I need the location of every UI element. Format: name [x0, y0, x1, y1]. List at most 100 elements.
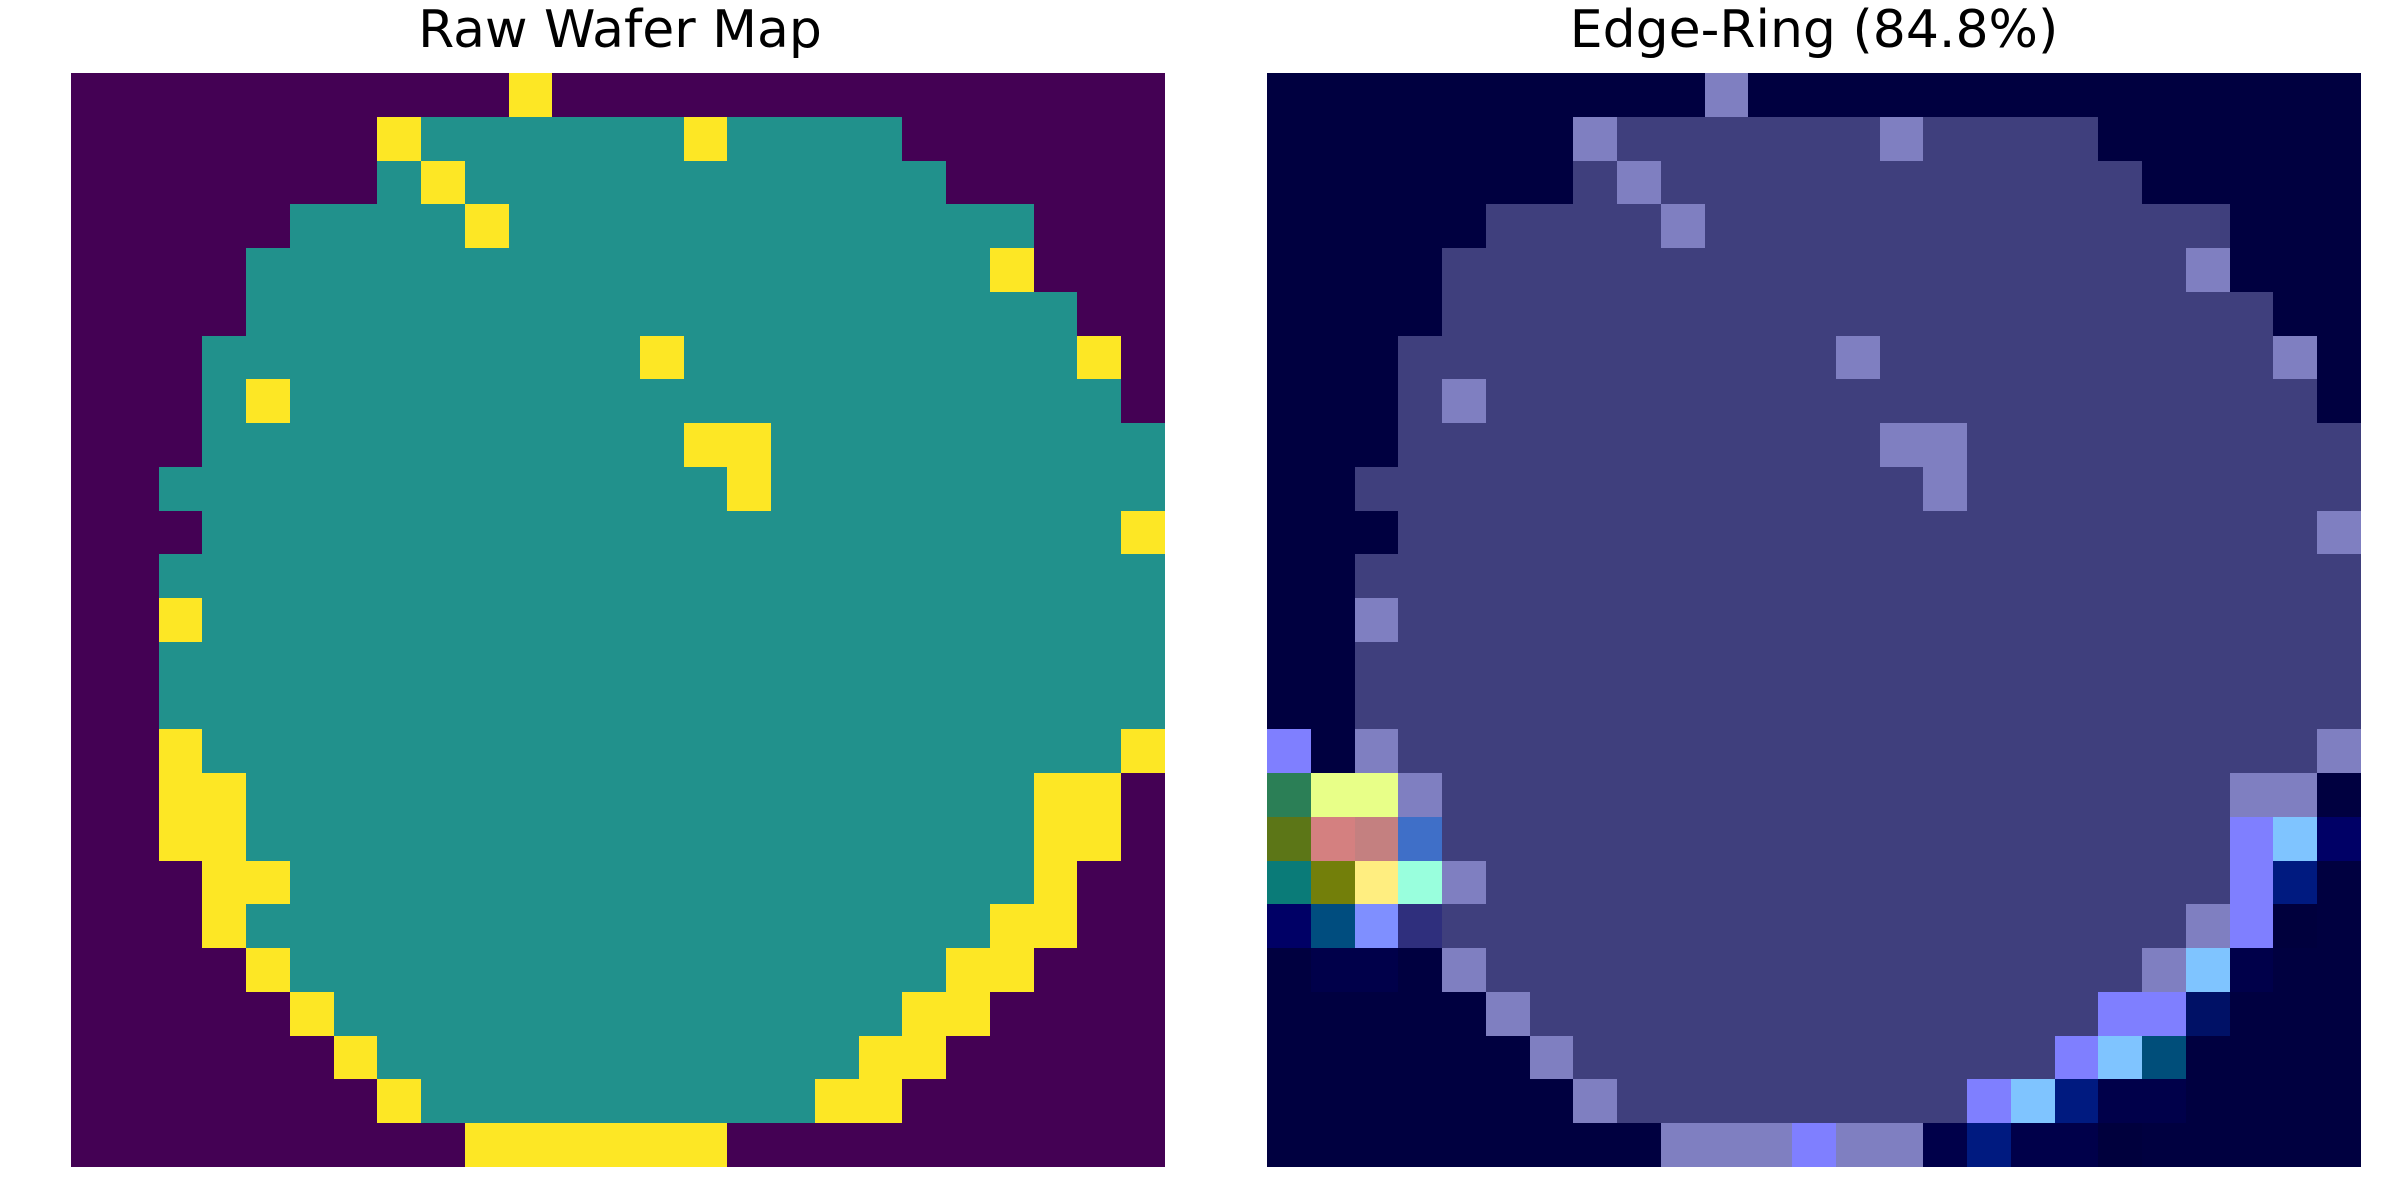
heatmap-cell [990, 1079, 1034, 1123]
heatmap-cell [596, 1079, 640, 1123]
heatmap-cell [946, 511, 990, 554]
heatmap-cell [421, 1079, 465, 1123]
heatmap-cell [727, 992, 771, 1036]
heatmap-cell [1034, 161, 1077, 204]
heatmap-cell [1617, 773, 1661, 817]
heatmap-cell [946, 1079, 990, 1123]
heatmap-cell [2098, 948, 2142, 992]
heatmap-cell [246, 904, 290, 948]
heatmap-cell [1967, 467, 2011, 511]
heatmap-cell [2055, 467, 2098, 511]
heatmap-cell [1442, 904, 1486, 948]
heatmap-cell [334, 948, 377, 992]
heatmap-cell [2317, 642, 2361, 686]
heatmap-cell [1967, 686, 2011, 729]
heatmap-cell [1486, 817, 1530, 861]
heatmap-cell [1792, 686, 1836, 729]
heatmap-cell [859, 861, 902, 904]
heatmap-cell [509, 904, 552, 948]
heatmap-cell [1311, 511, 1355, 554]
heatmap-cell [1880, 1079, 1923, 1123]
heatmap-cell [2142, 642, 2186, 686]
heatmap-cell [990, 204, 1034, 248]
heatmap-cell [1967, 598, 2011, 642]
heatmap-cell [1617, 1079, 1661, 1123]
heatmap-cell [2011, 992, 2055, 1036]
heatmap-cell [2011, 773, 2055, 817]
heatmap-cell [1355, 336, 1398, 379]
heatmap-cell [509, 248, 552, 292]
heatmap-cell [2273, 642, 2317, 686]
heatmap-cell [1442, 117, 1486, 161]
heatmap-cell [815, 423, 859, 467]
heatmap-cell [509, 948, 552, 992]
heatmap-cell [1748, 817, 1792, 861]
heatmap-cell [859, 423, 902, 467]
heatmap-cell [1792, 511, 1836, 554]
heatmap-cell [640, 204, 684, 248]
heatmap-cell [1880, 992, 1923, 1036]
heatmap-cell [902, 729, 946, 773]
heatmap-cell [2011, 204, 2055, 248]
heatmap-cell [815, 336, 859, 379]
heatmap-cell [2186, 161, 2230, 204]
heatmap-cell [2098, 1079, 2142, 1123]
heatmap-cell [1748, 204, 1792, 248]
heatmap-cell [1836, 598, 1880, 642]
heatmap-cell [727, 554, 771, 598]
heatmap-cell [552, 161, 596, 204]
heatmap-cell [377, 773, 421, 817]
heatmap-cell [334, 161, 377, 204]
heatmap-cell [1077, 861, 1121, 904]
heatmap-cell [1355, 686, 1398, 729]
heatmap-cell [1398, 292, 1442, 336]
heatmap-cell [727, 467, 771, 511]
heatmap-cell [1442, 773, 1486, 817]
heatmap-cell [596, 773, 640, 817]
heatmap-cell [1923, 336, 1967, 379]
heatmap-cell [1967, 73, 2011, 117]
heatmap-cell [1311, 773, 1355, 817]
heatmap-cell [1077, 1123, 1121, 1167]
heatmap-cell [684, 1036, 727, 1079]
heatmap-cell [596, 598, 640, 642]
heatmap-cell [552, 423, 596, 467]
heatmap-cell [1705, 817, 1748, 861]
heatmap-cell [377, 1123, 421, 1167]
heatmap-cell [771, 861, 815, 904]
heatmap-cell [1792, 73, 1836, 117]
heatmap-cell [727, 336, 771, 379]
heatmap-cell [596, 729, 640, 773]
heatmap-cell [1836, 729, 1880, 773]
heatmap-cell [2186, 73, 2230, 117]
heatmap-cell [552, 117, 596, 161]
heatmap-cell [2098, 467, 2142, 511]
heatmap-cell [552, 248, 596, 292]
heatmap-cell [290, 817, 334, 861]
heatmap-cell [1661, 686, 1705, 729]
heatmap-cell [990, 948, 1034, 992]
heatmap-cell [2273, 817, 2317, 861]
heatmap-cell [1034, 423, 1077, 467]
heatmap-cell [1311, 686, 1355, 729]
heatmap-cell [2186, 511, 2230, 554]
heatmap-cell [684, 642, 727, 686]
heatmap-cell [1967, 817, 2011, 861]
heatmap-cell [2055, 1123, 2098, 1167]
heatmap-cell [727, 423, 771, 467]
heatmap-cell [377, 248, 421, 292]
heatmap-cell [1077, 379, 1121, 423]
heatmap-cell [1121, 817, 1165, 861]
heatmap-cell [771, 161, 815, 204]
heatmap-cell [2011, 729, 2055, 773]
heatmap-cell [290, 686, 334, 729]
heatmap-cell [159, 948, 202, 992]
heatmap-cell [334, 773, 377, 817]
heatmap-cell [2186, 379, 2230, 423]
heatmap-cell [2098, 817, 2142, 861]
heatmap-cell [815, 817, 859, 861]
heatmap-cell [1530, 904, 1573, 948]
heatmap-cell [1792, 992, 1836, 1036]
heatmap-cell [815, 861, 859, 904]
heatmap-cell [902, 861, 946, 904]
